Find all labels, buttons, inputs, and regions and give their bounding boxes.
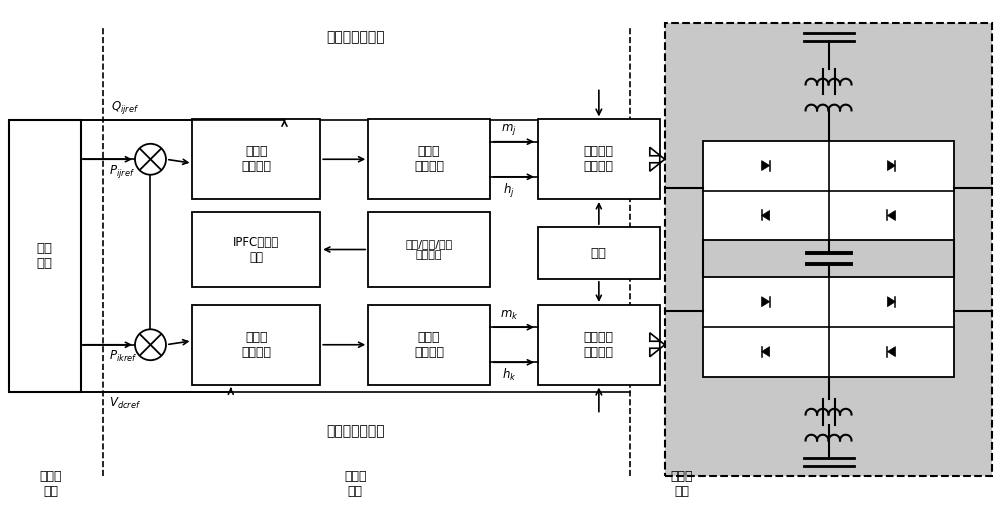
Bar: [192, 212, 320, 287]
Polygon shape: [887, 161, 895, 170]
Text: 辅助侧
主控制器: 辅助侧 主控制器: [414, 331, 444, 359]
Bar: [665, 23, 992, 477]
Bar: [538, 305, 660, 385]
Text: 主控侧控制策略: 主控侧控制策略: [326, 30, 385, 45]
Text: 调度
中心: 调度 中心: [37, 242, 53, 270]
Text: 装置级
控制: 装置级 控制: [670, 470, 693, 498]
Text: 主控侧
主控制器: 主控侧 主控制器: [414, 146, 444, 173]
Polygon shape: [650, 333, 665, 357]
Polygon shape: [762, 297, 770, 307]
Text: 功率/功角/频率
振荡检测: 功率/功角/频率 振荡检测: [405, 239, 453, 260]
Polygon shape: [762, 210, 770, 221]
Bar: [703, 277, 954, 377]
Bar: [368, 305, 490, 385]
Text: 主控侧
比较单元: 主控侧 比较单元: [241, 146, 271, 173]
Bar: [538, 119, 660, 199]
Text: $m_j$: $m_j$: [501, 122, 517, 137]
Polygon shape: [762, 347, 770, 356]
Polygon shape: [650, 148, 665, 171]
Bar: [9, 120, 81, 391]
Text: IPFC调制控
制器: IPFC调制控 制器: [233, 236, 279, 264]
Text: 调度级
控制: 调度级 控制: [39, 470, 62, 498]
Text: $h_j$: $h_j$: [503, 182, 515, 200]
Text: 辅控侧
比较单元: 辅控侧 比较单元: [241, 331, 271, 359]
Bar: [538, 227, 660, 279]
Polygon shape: [887, 210, 895, 221]
Text: 脉冲触发
启动单元: 脉冲触发 启动单元: [584, 331, 614, 359]
Bar: [665, 23, 992, 477]
Bar: [192, 119, 320, 199]
Bar: [192, 305, 320, 385]
Text: $m_k$: $m_k$: [500, 309, 518, 322]
Bar: [368, 212, 490, 287]
Circle shape: [135, 329, 166, 360]
Text: 系统级
控制: 系统级 控制: [344, 470, 366, 498]
Text: $h_k$: $h_k$: [502, 367, 516, 383]
Circle shape: [135, 144, 166, 175]
Text: $Q_{ijref}$: $Q_{ijref}$: [111, 99, 139, 117]
Bar: [703, 140, 954, 240]
Polygon shape: [887, 297, 895, 307]
Text: $P_{ikref}$: $P_{ikref}$: [109, 349, 137, 364]
Polygon shape: [887, 347, 895, 356]
Text: $V_{dcref}$: $V_{dcref}$: [109, 395, 141, 411]
Polygon shape: [762, 161, 770, 170]
Text: $P_{ijref}$: $P_{ijref}$: [109, 163, 135, 180]
Text: 脉冲触发
启动单元: 脉冲触发 启动单元: [584, 146, 614, 173]
Text: 辅控侧控制策略: 辅控侧控制策略: [326, 424, 385, 439]
Bar: [368, 119, 490, 199]
Bar: [703, 115, 954, 379]
Text: 保护: 保护: [591, 246, 607, 260]
